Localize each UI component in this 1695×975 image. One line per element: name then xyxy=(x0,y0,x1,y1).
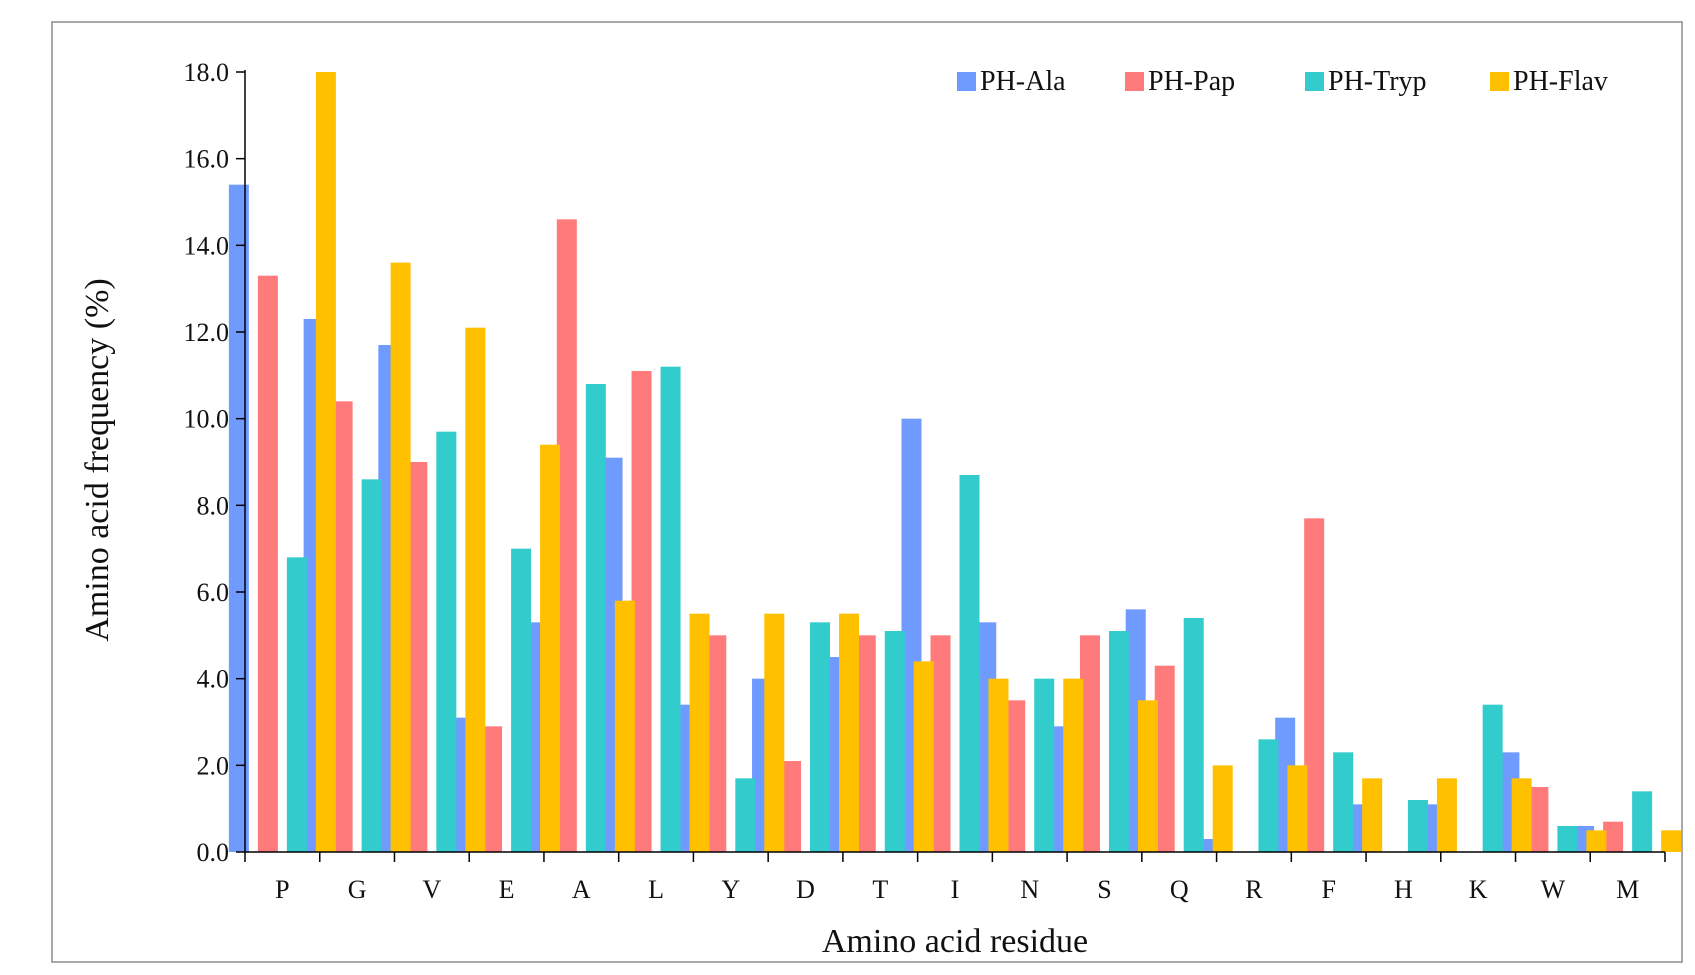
bar-ph-flav-d xyxy=(839,613,860,852)
x-tick-label: R xyxy=(1245,875,1263,904)
bar-ph-flav-k xyxy=(1511,778,1532,852)
bar-ph-ala-p xyxy=(228,184,249,853)
bar-ph-tryp-r xyxy=(1258,739,1279,852)
axes-group: 0.0 2.0 4.0 6.0 8.0 10.0 12.0 14.0 16.0 18.0 P G V E A… xyxy=(184,58,1666,904)
bar-ph-tryp-f xyxy=(1333,752,1354,852)
y-tick-label: 16.0 xyxy=(184,145,230,174)
x-tick-label: W xyxy=(1541,875,1566,904)
y-tick-label: 4.0 xyxy=(197,665,230,694)
y-tick-label: 0.0 xyxy=(197,838,230,867)
x-tick-label: V xyxy=(422,875,441,904)
bar-ph-pap-t xyxy=(855,635,876,852)
bar-ph-pap-d xyxy=(781,761,802,852)
bar-ph-pap-l xyxy=(631,371,652,852)
legend-swatch-ph-pap xyxy=(1125,72,1144,91)
legend: PH-Ala PH-Pap PH-Tryp PH-Flav xyxy=(957,66,1608,97)
bar-ph-pap-w xyxy=(1528,787,1549,852)
bar-ph-pap-s xyxy=(1079,635,1100,852)
bar-ph-tryp-g xyxy=(361,479,382,852)
x-axis-title: Amino acid residue xyxy=(822,923,1088,960)
x-tick-label: T xyxy=(872,875,888,904)
y-tick-label: 8.0 xyxy=(197,491,230,520)
bar-ph-pap-e xyxy=(482,726,503,852)
bar-ph-flav-w xyxy=(1586,830,1607,852)
bar-ph-pap-q xyxy=(1154,665,1175,852)
bar-ph-flav-g xyxy=(390,262,411,852)
bar-ph-flav-i xyxy=(988,678,1009,852)
bar-ph-flav-q xyxy=(1212,765,1233,852)
legend-label-ph-tryp: PH-Tryp xyxy=(1328,66,1427,97)
bar-ph-flav-e xyxy=(540,444,561,852)
legend-label-ph-ala: PH-Ala xyxy=(980,66,1066,97)
y-tick-label: 14.0 xyxy=(184,231,230,260)
x-tick-label: Q xyxy=(1170,875,1189,904)
bar-ph-tryp-a xyxy=(585,384,606,852)
bar-ph-flav-l xyxy=(689,613,710,852)
legend-swatch-ph-tryp xyxy=(1305,72,1324,91)
bar-ph-tryp-n xyxy=(1034,678,1055,852)
y-tick-label: 18.0 xyxy=(184,58,230,87)
bar-ph-pap-p xyxy=(257,275,278,852)
y-tick-label: 2.0 xyxy=(197,751,230,780)
bar-ph-flav-f xyxy=(1362,778,1383,852)
x-tick-label: H xyxy=(1394,875,1413,904)
x-tick-label: Y xyxy=(721,875,740,904)
bar-ph-pap-y xyxy=(706,635,727,852)
x-tick-label: L xyxy=(648,875,664,904)
bar-ph-tryp-s xyxy=(1108,631,1129,852)
x-tick-label: G xyxy=(348,875,367,904)
bar-ph-flav-p xyxy=(315,72,336,852)
x-tick-label: P xyxy=(275,875,289,904)
bar-ph-tryp-t xyxy=(884,631,905,852)
bar-ph-flav-v xyxy=(465,327,486,852)
bar-ph-tryp-h xyxy=(1407,800,1428,852)
x-tick-label: M xyxy=(1616,875,1639,904)
x-tick-label: E xyxy=(499,875,515,904)
bar-ph-tryp-q xyxy=(1183,618,1204,852)
legend-swatch-ph-flav xyxy=(1490,72,1509,91)
y-tick-label: 6.0 xyxy=(197,578,230,607)
bar-ph-pap-i xyxy=(930,635,951,852)
x-tick-label: D xyxy=(796,875,815,904)
x-tick-label: F xyxy=(1321,875,1335,904)
bar-ph-pap-a xyxy=(556,219,577,852)
x-tick-label: A xyxy=(572,875,591,904)
bar-ph-tryp-d xyxy=(810,622,831,852)
bar-ph-tryp-p xyxy=(286,557,307,852)
bar-ph-pap-m xyxy=(1603,821,1624,852)
bar-ph-pap-f xyxy=(1304,518,1325,852)
bar-ph-tryp-v xyxy=(436,431,457,852)
bar-ph-flav-h xyxy=(1436,778,1457,852)
bar-ph-pap-n xyxy=(1005,700,1026,852)
bars-group xyxy=(228,72,1682,853)
bar-ph-flav-y xyxy=(764,613,785,852)
bar-ph-flav-s xyxy=(1137,700,1158,852)
x-tick-label: K xyxy=(1469,875,1488,904)
x-tick-label: N xyxy=(1020,875,1039,904)
bar-ph-flav-r xyxy=(1287,765,1308,852)
y-tick-label: 12.0 xyxy=(184,318,230,347)
x-tick-label: I xyxy=(951,875,960,904)
legend-label-ph-flav: PH-Flav xyxy=(1513,66,1608,97)
bar-ph-tryp-y xyxy=(735,778,756,852)
y-axis-title: Amino acid frequency (%) xyxy=(79,278,116,641)
legend-swatch-ph-ala xyxy=(957,72,976,91)
bar-ph-flav-a xyxy=(614,600,635,852)
bar-ph-pap-v xyxy=(407,462,428,852)
bar-ph-tryp-w xyxy=(1557,826,1578,852)
y-tick-label: 10.0 xyxy=(184,405,230,434)
legend-label-ph-pap: PH-Pap xyxy=(1148,66,1235,97)
bar-ph-tryp-l xyxy=(660,366,681,852)
bar-ph-tryp-k xyxy=(1482,704,1503,852)
bar-ph-flav-t xyxy=(913,661,934,852)
bar-ph-tryp-e xyxy=(511,548,532,852)
bar-ph-tryp-m xyxy=(1632,791,1653,852)
bar-ph-tryp-i xyxy=(959,475,980,852)
bar-ph-flav-m xyxy=(1661,830,1682,852)
bar-ph-flav-n xyxy=(1063,678,1084,852)
x-tick-label: S xyxy=(1097,875,1111,904)
bar-ph-pap-g xyxy=(332,401,353,852)
